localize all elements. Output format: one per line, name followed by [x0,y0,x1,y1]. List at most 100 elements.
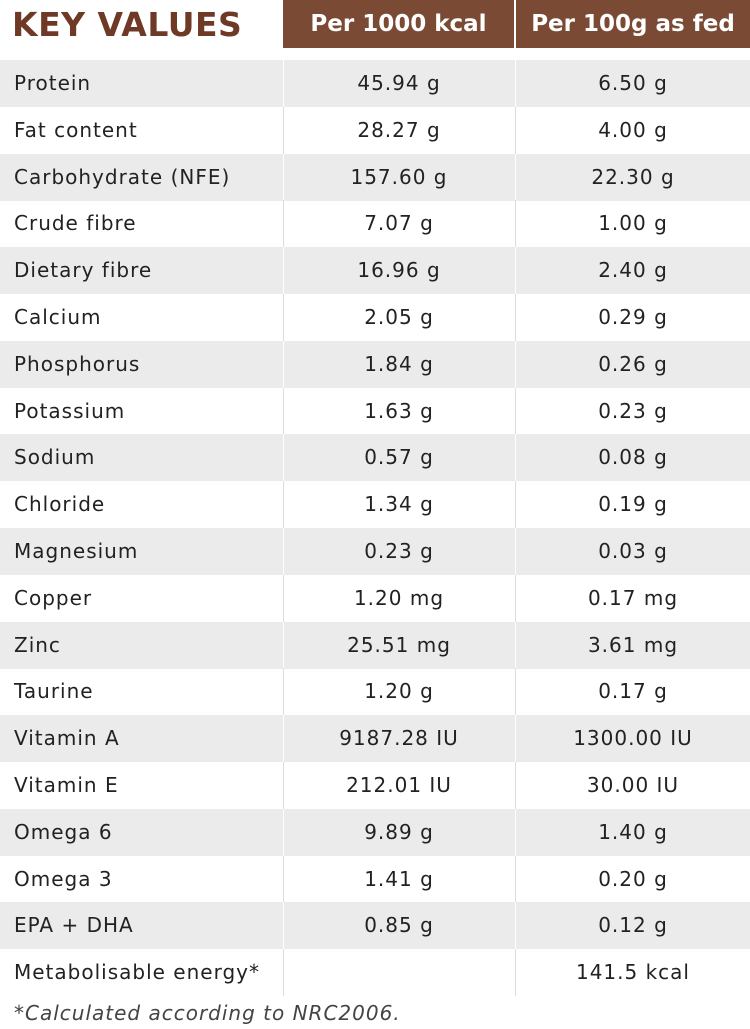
column-divider [515,247,516,295]
column-divider [515,762,516,809]
column-divider [283,247,284,295]
cell-value: 45.94 g [357,71,441,95]
cell-value: 9187.28 IU [339,726,459,751]
column-divider [283,294,284,341]
table-row: Carbohydrate (NFE) 157.60 g 22.30 g [0,153,750,201]
row-label: Vitamin E [14,773,119,797]
cell-value: 0.19 g [598,492,668,517]
column-divider [515,340,516,388]
footnote: *Calculated according to NRC2006. [14,1001,401,1025]
cell-value: 1300.00 IU [573,726,693,751]
cell-value: 0.23 g [598,398,668,423]
column-divider [283,808,284,856]
column-divider [283,106,284,154]
column-divider [515,153,516,201]
row-label: Fat content [14,117,138,142]
table-row: Zinc 25.51 mg 3.61 mg [0,621,750,669]
row-label: Copper [14,585,93,610]
cell-value: 1.20 g [364,679,434,704]
column-divider [283,902,284,950]
row-label: Taurine [14,679,94,704]
row-label: Chloride [14,492,106,517]
column-divider [515,949,516,997]
table-row: Taurine 1.20 g 0.17 g [0,668,750,716]
column-divider [515,200,516,248]
column-divider [515,621,516,669]
cell-value: 1.34 g [364,492,434,517]
column-divider [283,200,284,248]
table-row: Metabolisable energy* 141.5 kcal [0,949,750,997]
cell-value: 16.96 g [357,258,441,283]
row-label: Potassium [14,398,126,423]
cell-value: 9.89 g [364,819,434,844]
cell-value: 6.50 g [598,71,668,95]
table-row: Calcium 2.05 g 0.29 g [0,294,750,341]
column-divider [283,387,284,435]
table-title: KEY VALUES [12,5,243,44]
cell-value: 30.00 IU [586,773,680,797]
cell-value: 0.12 g [598,913,668,938]
column-header: Per 1000 kcal [283,0,514,48]
row-label: Sodium [14,445,96,470]
column-divider [515,668,516,716]
column-divider [515,528,516,575]
row-label: Carbohydrate (NFE) [14,164,231,189]
column-divider [515,60,516,107]
column-divider [283,668,284,716]
column-divider [515,294,516,341]
cell-value: 1.41 g [364,866,434,891]
column-divider [515,481,516,529]
column-divider [515,715,516,763]
column-divider [283,949,284,997]
row-label: Crude fibre [14,211,137,236]
column-divider [515,902,516,950]
column-divider [515,574,516,622]
row-label: Omega 3 [14,866,113,891]
column-divider [515,434,516,482]
table-row: Fat content 28.27 g 4.00 g [0,106,750,154]
column-divider [515,387,516,435]
table-row: Magnesium 0.23 g 0.03 g [0,528,750,575]
cell-value: 22.30 g [591,164,675,189]
row-label: Metabolisable energy* [14,960,260,985]
table-row: Omega 3 1.41 g 0.20 g [0,855,750,903]
cell-value: 0.26 g [598,351,668,376]
column-divider [283,762,284,809]
column-divider [283,528,284,575]
table-row: Omega 6 9.89 g 1.40 g [0,808,750,856]
row-label: Magnesium [14,539,139,563]
cell-value: 4.00 g [598,117,668,142]
column-divider [283,574,284,622]
cell-value: 25.51 mg [347,632,451,657]
cell-value: 0.03 g [598,539,668,563]
column-divider [283,153,284,201]
cell-value: 0.85 g [364,913,434,938]
column-divider [515,106,516,154]
cell-value: 2.40 g [598,258,668,283]
column-divider [283,855,284,903]
cell-value: 1.84 g [364,351,434,376]
cell-value: 0.17 mg [587,585,679,610]
row-label: Dietary fibre [14,258,153,283]
column-divider [283,434,284,482]
cell-value: 1.00 g [598,211,668,236]
cell-value: 157.60 g [350,164,448,189]
cell-value: 2.05 g [364,305,434,329]
cell-value: 1.20 mg [353,585,445,610]
row-label: Protein [14,71,92,95]
cell-value: 28.27 g [357,117,441,142]
row-label: EPA + DHA [14,913,134,938]
column-header: Per 100g as fed [516,0,750,48]
row-label: Vitamin A [14,726,120,751]
row-label: Omega 6 [14,819,113,844]
cell-value: 1.63 g [364,398,434,423]
table-row: Phosphorus 1.84 g 0.26 g [0,340,750,388]
table-row: Chloride 1.34 g 0.19 g [0,481,750,529]
table-row: Protein 45.94 g 6.50 g [0,60,750,107]
table-row: EPA + DHA 0.85 g 0.12 g [0,902,750,950]
cell-value: 1.40 g [598,819,668,844]
row-label: Zinc [14,632,61,657]
column-divider [515,808,516,856]
cell-value: 0.08 g [598,445,668,470]
cell-value: 212.01 IU [346,773,452,797]
